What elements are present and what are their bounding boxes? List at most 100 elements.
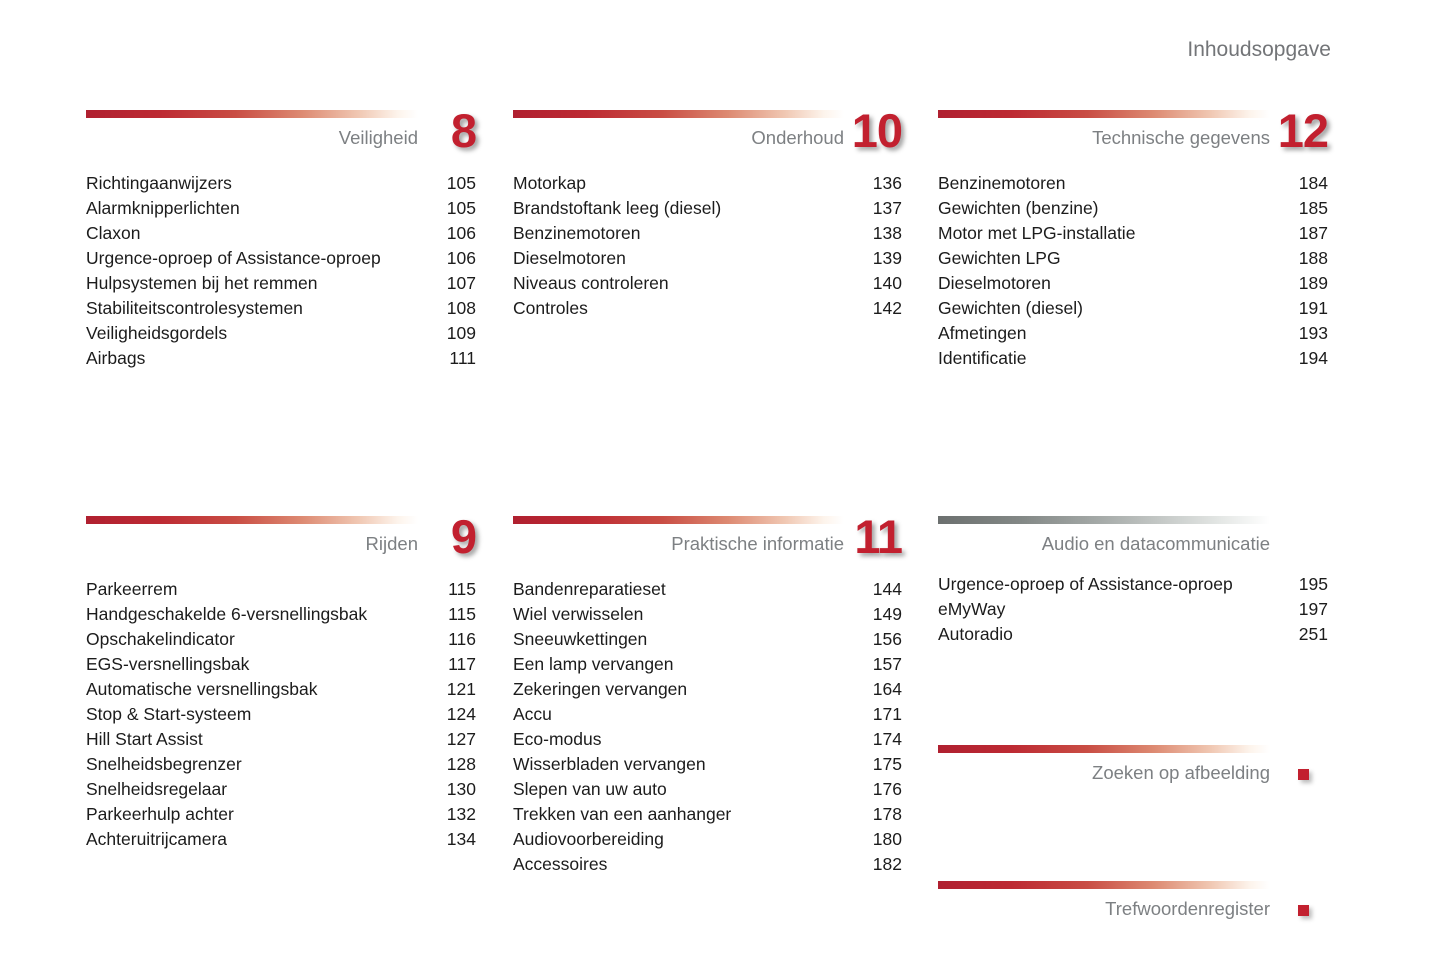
- toc-entry[interactable]: Brandstoftank leeg (diesel) 137: [513, 196, 902, 221]
- section-header: Technische gegevens 12: [938, 104, 1329, 157]
- toc-entry[interactable]: Automatische versnellingsbak 121: [86, 677, 476, 702]
- section-title[interactable]: Veiligheid: [338, 127, 418, 148]
- toc-entry[interactable]: Gewichten (benzine) 185: [938, 196, 1328, 221]
- toc-entry[interactable]: Audiovoorbereiding 180: [513, 827, 902, 852]
- toc-entry[interactable]: Airbags 111: [86, 346, 476, 371]
- toc-section-zoeken-op-afbeelding: Zoeken op afbeelding: [938, 745, 1328, 785]
- toc-entry[interactable]: Motor met LPG-installatie 187: [938, 221, 1328, 246]
- toc-entry[interactable]: eMyWay 197: [938, 597, 1328, 622]
- entry-label: Een lamp vervangen: [513, 654, 674, 674]
- toc-entry[interactable]: Parkeerrem 115: [86, 577, 476, 602]
- entry-list: Benzinemotoren 184 Gewichten (benzine) 1…: [938, 171, 1328, 371]
- toc-entry[interactable]: Hill Start Assist 127: [86, 727, 476, 752]
- entry-label: Dieselmotoren: [938, 273, 1051, 293]
- section-gradient-bar: [938, 516, 1270, 524]
- entry-label: Zekeringen vervangen: [513, 679, 688, 699]
- red-square-marker: [1298, 905, 1309, 916]
- toc-entry[interactable]: Urgence-oproep of Assistance-oproep 195: [938, 572, 1328, 597]
- toc-entry[interactable]: Een lamp vervangen 157: [513, 652, 902, 677]
- toc-entry[interactable]: Handgeschakelde 6-versnellingsbak 115: [86, 602, 476, 627]
- entry-label: Wisserbladen vervangen: [513, 754, 706, 774]
- section-title[interactable]: Audio en datacommunicatie: [1041, 533, 1270, 554]
- toc-entry[interactable]: Identificatie 194: [938, 346, 1328, 371]
- toc-entry[interactable]: Zekeringen vervangen 164: [513, 677, 902, 702]
- toc-entry[interactable]: Snelheidsregelaar 130: [86, 777, 476, 802]
- section-title[interactable]: Praktische informatie: [671, 533, 844, 554]
- toc-entry[interactable]: Opschakelindicator 116: [86, 627, 476, 652]
- toc-entry[interactable]: Snelheidsbegrenzer 128: [86, 752, 476, 777]
- entry-page-number: 111: [449, 348, 476, 368]
- toc-entry[interactable]: Accessoires 182: [513, 852, 902, 877]
- toc-entry[interactable]: Bandenreparatieset 144: [513, 577, 902, 602]
- section-title[interactable]: Rijden: [365, 533, 418, 554]
- toc-entry[interactable]: Achteruitrijcamera 134: [86, 827, 476, 852]
- toc-entry[interactable]: EGS-versnellingsbak 117: [86, 652, 476, 677]
- entry-page-number: 128: [446, 754, 476, 774]
- toc-entry[interactable]: Wisserbladen vervangen 175: [513, 752, 902, 777]
- toc-entry[interactable]: Gewichten LPG 188: [938, 246, 1328, 271]
- section-title[interactable]: Trefwoordenregister: [1105, 898, 1270, 919]
- toc-entry[interactable]: Eco-modus 174: [513, 727, 902, 752]
- toc-entry[interactable]: Benzinemotoren 138: [513, 221, 902, 246]
- entry-page-number: 176: [872, 779, 902, 799]
- toc-entry[interactable]: Accu 171: [513, 702, 902, 727]
- entry-label: Autoradio: [938, 624, 1013, 644]
- chapter-number: 12: [1277, 104, 1329, 157]
- toc-section-onderhoud: Onderhoud 10 Motorkap 136 Brandstoftank …: [513, 107, 903, 321]
- toc-entry[interactable]: Motorkap 136: [513, 171, 902, 196]
- entry-page-number: 144: [872, 579, 902, 599]
- toc-entry[interactable]: Parkeerhulp achter 132: [86, 802, 476, 827]
- entry-list: Parkeerrem 115 Handgeschakelde 6-versnel…: [86, 577, 476, 852]
- entry-page-number: 251: [1298, 624, 1328, 644]
- toc-entry[interactable]: Benzinemotoren 184: [938, 171, 1328, 196]
- toc-entry[interactable]: Niveaus controleren 140: [513, 271, 902, 296]
- entry-label: Brandstoftank leeg (diesel): [513, 198, 722, 218]
- toc-entry[interactable]: Afmetingen 193: [938, 321, 1328, 346]
- entry-label: Wiel verwisselen: [513, 604, 644, 624]
- entry-page-number: 136: [872, 173, 902, 193]
- entry-label: Hill Start Assist: [86, 729, 203, 749]
- toc-entry[interactable]: Wiel verwisselen 149: [513, 602, 902, 627]
- section-title[interactable]: Onderhoud: [751, 127, 844, 148]
- toc-entry[interactable]: Stop & Start-systeem 124: [86, 702, 476, 727]
- toc-entry[interactable]: Urgence-oproep of Assistance-oproep 106: [86, 246, 476, 271]
- toc-entry[interactable]: Stabiliteitscontrolesystemen 108: [86, 296, 476, 321]
- toc-entry[interactable]: Trekken van een aanhanger 178: [513, 802, 902, 827]
- section-bar-column: Audio en datacommunicatie: [938, 516, 1270, 554]
- toc-section-trefwoordenregister: Trefwoordenregister: [938, 881, 1328, 921]
- toc-entry[interactable]: Claxon 106: [86, 221, 476, 246]
- entry-page-number: 195: [1298, 574, 1328, 594]
- entry-label: Veiligheidsgordels: [86, 323, 228, 343]
- entry-label: Claxon: [86, 223, 141, 243]
- entry-page-number: 124: [446, 704, 476, 724]
- entry-label: Urgence-oproep of Assistance-oproep: [86, 248, 381, 268]
- section-number-column: 10: [844, 107, 903, 154]
- toc-entry[interactable]: Hulpsystemen bij het remmen 107: [86, 271, 476, 296]
- section-gradient-bar: [938, 110, 1270, 118]
- chapter-number: 8: [450, 104, 477, 157]
- toc-entry[interactable]: Dieselmotoren 189: [938, 271, 1328, 296]
- entry-page-number: 138: [872, 223, 902, 243]
- toc-section-audio-en-datacommunicatie: Audio en datacommunicatie Urgence-oproep…: [938, 516, 1328, 647]
- toc-entry[interactable]: Veiligheidsgordels 109: [86, 321, 476, 346]
- entry-page-number: 180: [872, 829, 902, 849]
- toc-entry[interactable]: Dieselmotoren 139: [513, 246, 902, 271]
- section-gradient-bar: [86, 516, 418, 524]
- entry-label: Alarmknipperlichten: [86, 198, 240, 218]
- toc-entry[interactable]: Gewichten (diesel) 191: [938, 296, 1328, 321]
- toc-entry[interactable]: Alarmknipperlichten 105: [86, 196, 476, 221]
- entry-page-number: 185: [1298, 198, 1328, 218]
- toc-entry[interactable]: Slepen van uw auto 176: [513, 777, 902, 802]
- toc-entry[interactable]: Sneeuwkettingen 156: [513, 627, 902, 652]
- entry-page-number: 171: [872, 704, 902, 724]
- section-title[interactable]: Zoeken op afbeelding: [1092, 762, 1270, 783]
- section-gradient-bar: [938, 745, 1270, 753]
- toc-entry[interactable]: Autoradio 251: [938, 622, 1328, 647]
- toc-entry[interactable]: Controles 142: [513, 296, 902, 321]
- entry-page-number: 121: [446, 679, 476, 699]
- page-title: Inhoudsopgave: [1187, 38, 1331, 61]
- section-title[interactable]: Technische gegevens: [1092, 127, 1270, 148]
- toc-entry[interactable]: Richtingaanwijzers 105: [86, 171, 476, 196]
- entry-page-number: 105: [446, 173, 476, 193]
